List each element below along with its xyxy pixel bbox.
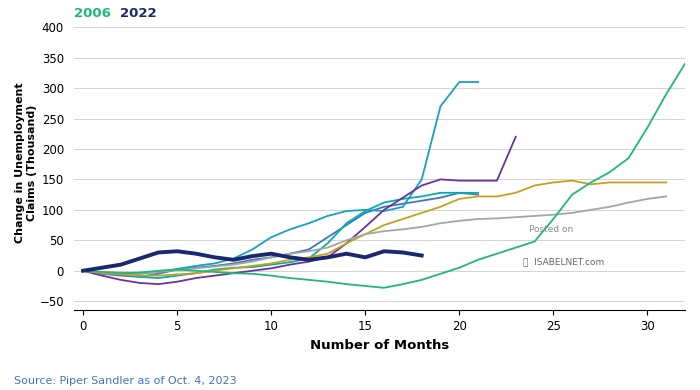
Y-axis label: Change in Unemployment
Claims (Thousand): Change in Unemployment Claims (Thousand) bbox=[15, 82, 36, 243]
X-axis label: Number of Months: Number of Months bbox=[309, 339, 449, 352]
Text: Source: Piper Sandler as of Oct. 4, 2023: Source: Piper Sandler as of Oct. 4, 2023 bbox=[14, 376, 237, 386]
Text: 2006: 2006 bbox=[74, 7, 120, 20]
Text: Ⓢ  ISABELNET.com: Ⓢ ISABELNET.com bbox=[523, 257, 604, 266]
Text: Posted on: Posted on bbox=[529, 225, 573, 234]
Text: 2022: 2022 bbox=[120, 7, 166, 20]
